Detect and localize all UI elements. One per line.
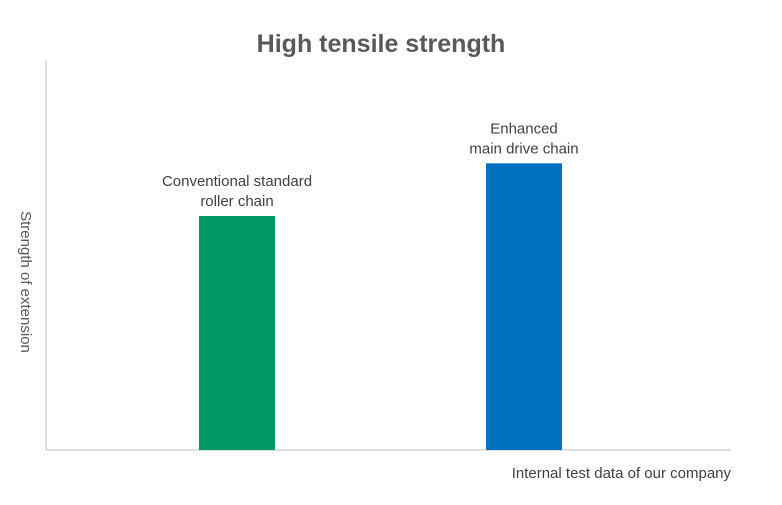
source-footnote: Internal test data of our company <box>512 465 732 482</box>
bar-label-1: Conventional standard roller chain <box>162 173 312 210</box>
bar-labels-group: Conventional standard roller chain Enhance… <box>162 120 579 210</box>
bar-2 <box>486 163 562 450</box>
bars-group <box>199 163 562 450</box>
bar-label-2: Enhanced main drive chain <box>469 120 578 157</box>
bar-label-line: Enhanced <box>490 120 558 137</box>
bar-label-line: Conventional standard <box>162 173 312 190</box>
bar-label-line: roller chain <box>200 193 273 210</box>
bar-label-line: main drive chain <box>469 140 578 157</box>
chart-title: High tensile strength <box>257 30 506 58</box>
bar-1 <box>199 216 275 450</box>
y-axis-label: Strength of extension <box>17 211 34 353</box>
